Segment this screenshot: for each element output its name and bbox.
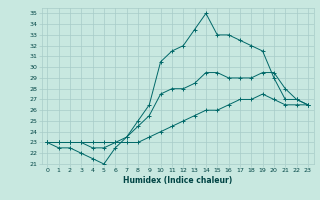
X-axis label: Humidex (Indice chaleur): Humidex (Indice chaleur)	[123, 176, 232, 185]
